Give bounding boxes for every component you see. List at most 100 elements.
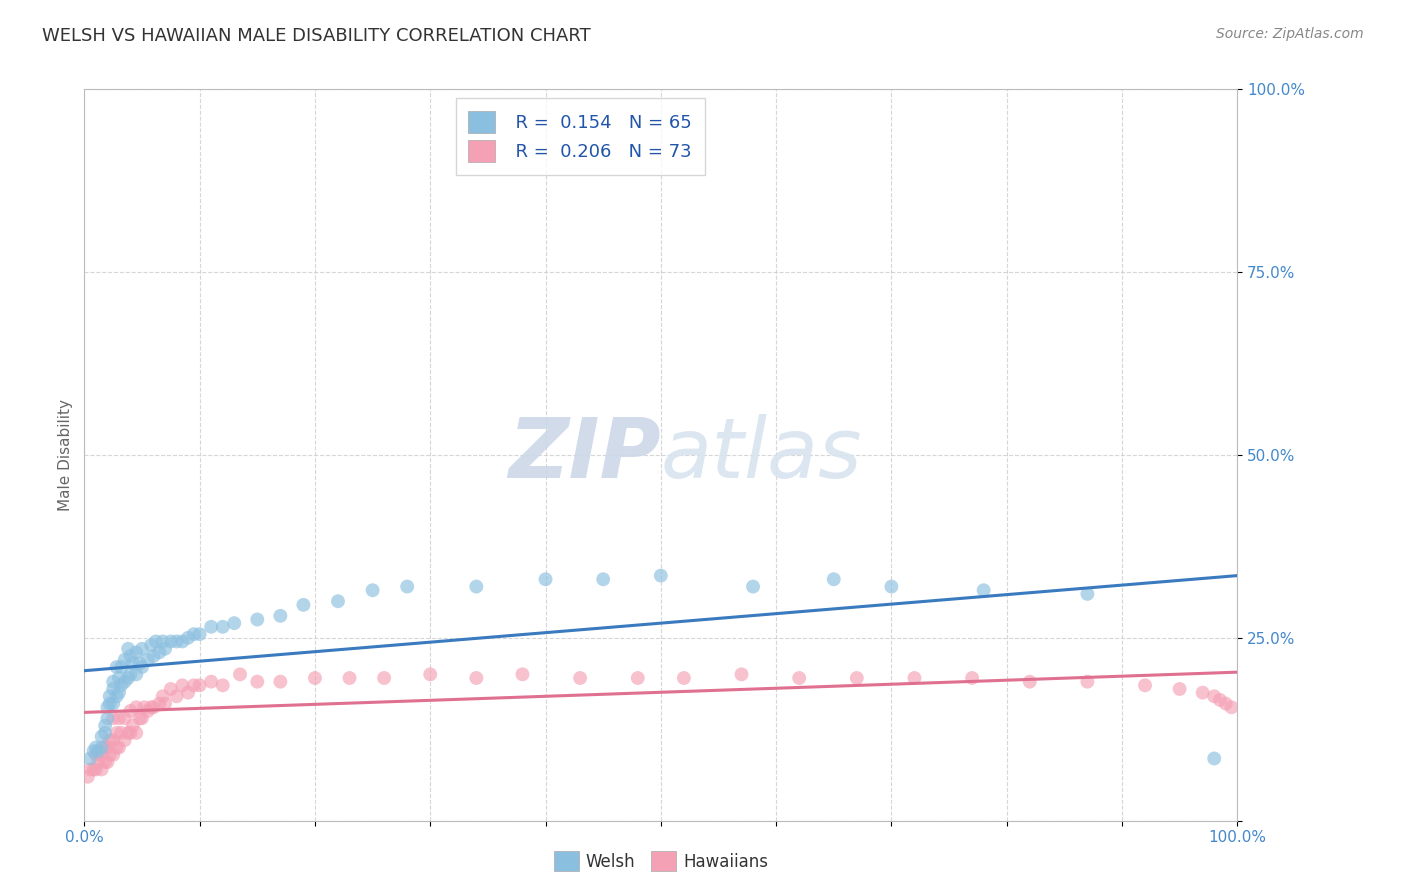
Point xyxy=(117,671,139,685)
Point xyxy=(117,726,139,740)
Point xyxy=(105,660,128,674)
Point xyxy=(131,711,153,725)
Point xyxy=(98,733,121,747)
Point xyxy=(125,726,148,740)
Point xyxy=(1204,690,1226,704)
Point xyxy=(105,740,128,755)
Point xyxy=(141,638,163,652)
Point xyxy=(787,671,810,685)
Point xyxy=(114,733,136,747)
Point xyxy=(569,671,592,685)
Point xyxy=(172,634,194,648)
Point xyxy=(592,572,614,586)
Point xyxy=(142,649,165,664)
Y-axis label: Male Disability: Male Disability xyxy=(58,399,73,511)
Point xyxy=(94,726,117,740)
Point xyxy=(84,747,107,762)
Point xyxy=(534,572,557,586)
Point xyxy=(134,700,156,714)
Point xyxy=(183,627,205,641)
Point xyxy=(96,755,118,769)
Point xyxy=(108,671,131,685)
Point xyxy=(742,580,765,594)
Point xyxy=(419,667,441,681)
Point xyxy=(211,620,233,634)
Point xyxy=(1076,674,1098,689)
Point xyxy=(1018,674,1040,689)
Point xyxy=(211,678,233,692)
Point xyxy=(98,747,121,762)
Point xyxy=(103,711,124,725)
Text: atlas: atlas xyxy=(661,415,862,495)
Point xyxy=(76,770,98,784)
Point xyxy=(166,690,188,704)
Point xyxy=(1076,587,1098,601)
Point xyxy=(292,598,315,612)
Point xyxy=(188,678,211,692)
Point xyxy=(114,653,136,667)
Point xyxy=(159,634,183,648)
Point xyxy=(125,645,148,659)
Point xyxy=(125,700,148,714)
Point xyxy=(1204,751,1226,765)
Point xyxy=(84,763,107,777)
Point xyxy=(304,671,326,685)
Point xyxy=(87,744,110,758)
Point xyxy=(96,740,118,755)
Point xyxy=(84,740,107,755)
Point xyxy=(110,726,132,740)
Point xyxy=(94,740,117,755)
Point xyxy=(960,671,983,685)
Point xyxy=(183,678,205,692)
Point xyxy=(98,697,121,711)
Point xyxy=(973,583,995,598)
Point xyxy=(148,697,170,711)
Text: WELSH VS HAWAIIAN MALE DISABILITY CORRELATION CHART: WELSH VS HAWAIIAN MALE DISABILITY CORREL… xyxy=(42,27,591,45)
Point xyxy=(117,641,139,656)
Point xyxy=(90,763,112,777)
Point xyxy=(229,667,252,681)
Point xyxy=(153,641,176,656)
Point xyxy=(246,674,269,689)
Point xyxy=(108,740,131,755)
Point xyxy=(152,634,174,648)
Point xyxy=(145,634,167,648)
Point xyxy=(96,711,118,725)
Point xyxy=(87,755,110,769)
Point xyxy=(90,740,112,755)
Point xyxy=(224,616,246,631)
Point xyxy=(94,755,117,769)
Point xyxy=(177,631,200,645)
Point xyxy=(672,671,695,685)
Point xyxy=(627,671,650,685)
Point xyxy=(136,704,159,718)
Point xyxy=(246,613,269,627)
Point xyxy=(114,711,136,725)
Point xyxy=(339,671,361,685)
Point xyxy=(83,763,105,777)
Point xyxy=(1215,697,1237,711)
Point xyxy=(103,733,124,747)
Point xyxy=(90,747,112,762)
Point xyxy=(166,634,188,648)
Point xyxy=(845,671,868,685)
Point xyxy=(1220,700,1243,714)
Point xyxy=(128,711,150,725)
Point xyxy=(110,660,132,674)
Point xyxy=(269,608,291,623)
Point xyxy=(141,700,163,714)
Point xyxy=(1168,681,1191,696)
Point xyxy=(1191,686,1213,700)
Point xyxy=(465,580,488,594)
Point xyxy=(83,744,105,758)
Point xyxy=(152,690,174,704)
Point xyxy=(105,690,128,704)
Point xyxy=(103,681,124,696)
Point xyxy=(465,671,488,685)
Point xyxy=(650,568,672,582)
Point xyxy=(121,718,143,732)
Text: ZIP: ZIP xyxy=(508,415,661,495)
Point xyxy=(79,763,101,777)
Point xyxy=(96,700,118,714)
Point xyxy=(103,697,124,711)
